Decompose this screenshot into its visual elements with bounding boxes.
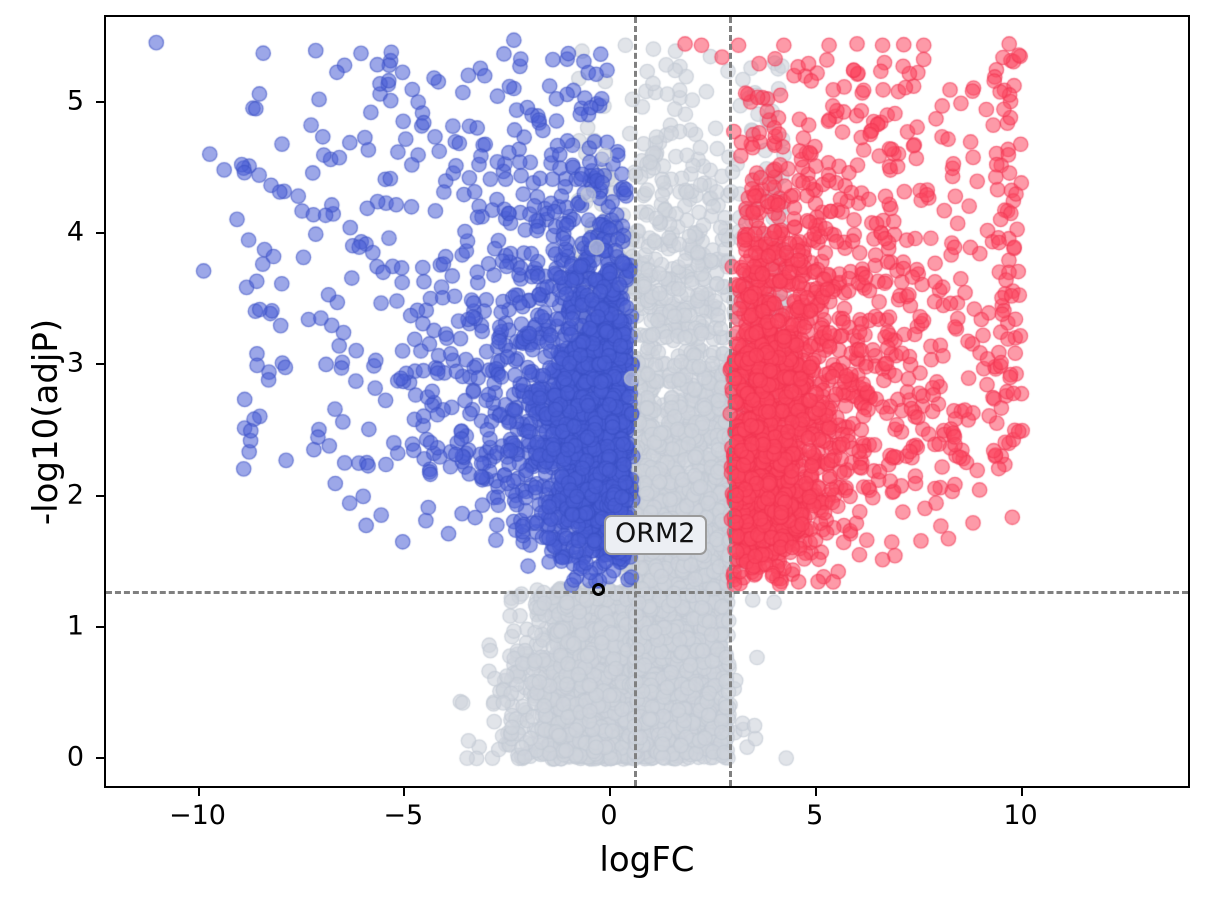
logfc-threshold-line-left bbox=[634, 17, 637, 786]
x-tick-label: −10 bbox=[169, 800, 226, 831]
y-tick-mark bbox=[96, 494, 104, 497]
y-tick-label: 5 bbox=[66, 85, 84, 117]
orm2-gene-label[interactable]: ORM2 bbox=[604, 515, 707, 555]
x-tick-mark bbox=[403, 788, 406, 796]
y-tick-label: 3 bbox=[66, 347, 84, 379]
x-tick-mark bbox=[609, 788, 611, 796]
x-tick-label: 10 bbox=[1003, 800, 1038, 831]
adjp-significance-line bbox=[106, 591, 1188, 594]
y-tick-mark bbox=[96, 232, 104, 235]
y-tick-mark bbox=[96, 625, 104, 628]
y-tick-label: 4 bbox=[66, 216, 84, 248]
y-tick-label: 1 bbox=[66, 610, 84, 642]
x-tick-mark bbox=[814, 788, 817, 796]
x-tick-label: 5 bbox=[806, 800, 824, 831]
x-tick-label: 0 bbox=[600, 800, 618, 831]
logfc-threshold-line-right bbox=[729, 17, 732, 786]
y-tick-mark bbox=[96, 101, 104, 103]
x-axis-title: logFC bbox=[599, 840, 695, 880]
x-tick-mark bbox=[1020, 788, 1023, 796]
y-tick-mark bbox=[96, 363, 104, 366]
orm2-highlighted-point[interactable] bbox=[592, 583, 605, 596]
y-axis-title: -log10(adjP) bbox=[26, 318, 66, 526]
y-tick-mark bbox=[96, 757, 104, 759]
y-tick-label: 0 bbox=[66, 741, 84, 773]
x-tick-mark bbox=[197, 788, 200, 796]
y-tick-label: 2 bbox=[66, 479, 84, 511]
scatter-points-layer bbox=[106, 17, 1188, 786]
x-tick-label: −5 bbox=[383, 800, 424, 831]
plot-axes-frame bbox=[104, 15, 1190, 788]
